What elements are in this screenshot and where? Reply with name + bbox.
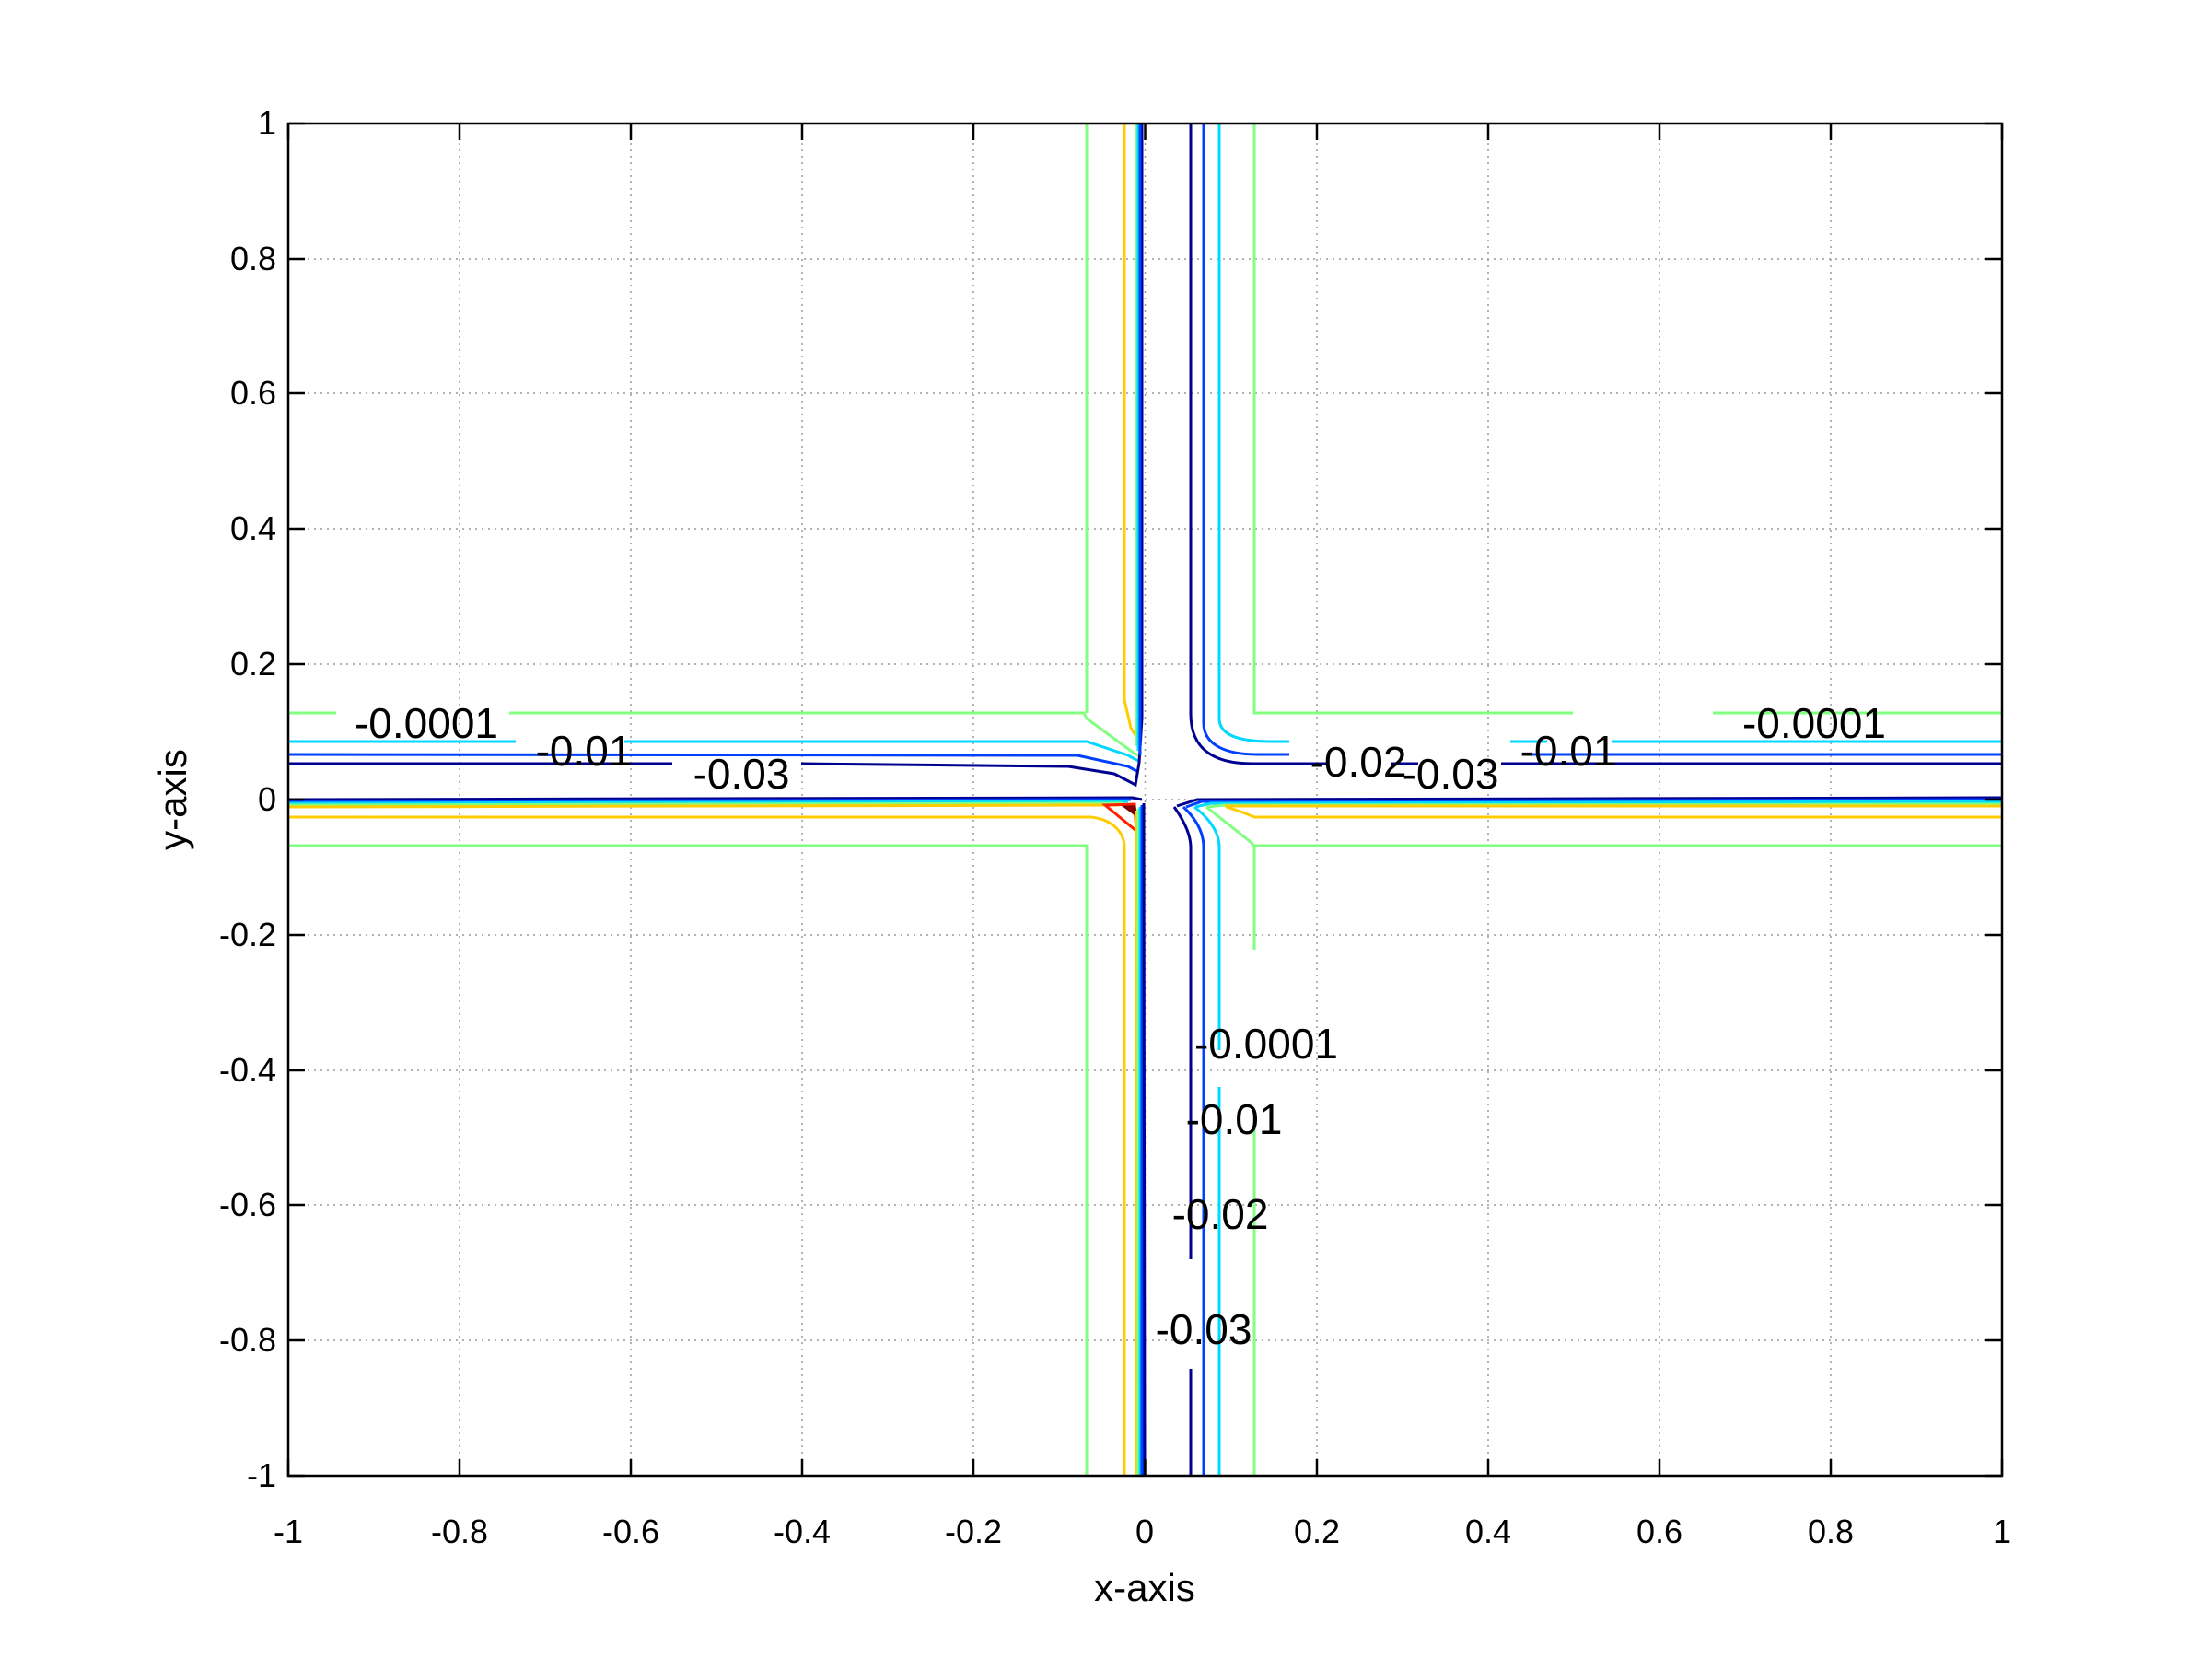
x-tick-label: 0: [1135, 1513, 1155, 1550]
contour-label: -0.01: [1185, 1095, 1283, 1143]
contour-yellow-q4: [1226, 805, 2002, 819]
x-tick-label: 0.6: [1636, 1513, 1683, 1550]
contour-cluster-h-left: [287, 796, 1143, 801]
contour-blue-q4: [1182, 805, 1205, 1476]
contour-label: -0.02: [1171, 1190, 1269, 1238]
x-tick-label: -0.6: [601, 1513, 660, 1550]
contour-label: -0.0001: [1741, 699, 1887, 747]
y-tick-label: 0.2: [229, 645, 276, 683]
contour-label: -0.03: [1155, 1305, 1252, 1353]
y-tick-label: -0.6: [218, 1186, 276, 1223]
x-tick-label: -1: [273, 1513, 304, 1550]
contour-green-q2: [288, 711, 1139, 757]
y-tick-label: 0: [257, 780, 276, 818]
contour-label: -0.02: [1310, 738, 1407, 786]
contour-label: -0.01: [1519, 727, 1617, 775]
contour-navy-q4: [1172, 806, 1193, 1476]
contour-green-q3: [288, 844, 1089, 1476]
contour-navy-q1: [1189, 123, 2002, 765]
y-tick-label: 0.6: [229, 374, 276, 412]
x-tick-label: 0.4: [1464, 1513, 1512, 1550]
y-tick-label: -0.8: [218, 1321, 276, 1359]
tick-marks: [286, 122, 2004, 1478]
contour-label: -0.03: [693, 750, 790, 798]
x-axis-title: x-axis: [1094, 1566, 1195, 1609]
y-tick-label: -0.4: [218, 1051, 276, 1089]
contour-label: -0.0001: [354, 699, 499, 747]
x-tick-label: 1: [1992, 1513, 2012, 1550]
contour-green-q1: [1252, 123, 2002, 715]
contour-cyan-q2: [288, 740, 1139, 763]
contour-label: -0.03: [1402, 750, 1499, 798]
contour-label: -0.0001: [1193, 1020, 1339, 1068]
y-tick-label: 0.4: [229, 509, 276, 547]
contour-cyan-q4: [1193, 805, 1221, 1476]
contours: [287, 123, 2003, 1477]
contour-yellow-q2: [1123, 123, 1138, 738]
contour-blue-q1: [1202, 123, 2002, 756]
contour-blue-q2: [287, 753, 1139, 774]
x-tick-label: 0.2: [1293, 1513, 1341, 1550]
contour-cyan-q1: [1217, 123, 2002, 743]
y-tick-label: 1: [257, 104, 276, 142]
x-tick-label: 0.8: [1807, 1513, 1855, 1550]
x-tick-label: -0.4: [773, 1513, 832, 1550]
x-tick-label: -0.8: [430, 1513, 489, 1550]
contour-cluster-h-right: [1176, 796, 2003, 808]
contour-navy-q2: [288, 123, 1144, 788]
y-tick-label: -1: [246, 1456, 276, 1494]
x-tick-label: -0.2: [944, 1513, 1003, 1550]
y-tick-label: -0.2: [218, 916, 276, 953]
contour-yellow-q3: [288, 815, 1126, 1476]
y-axis-title: y-axis: [151, 749, 194, 850]
y-tick-label: 0.8: [229, 240, 276, 277]
contour-green-q4: [1205, 805, 2002, 1476]
contour-label: -0.01: [535, 727, 633, 775]
